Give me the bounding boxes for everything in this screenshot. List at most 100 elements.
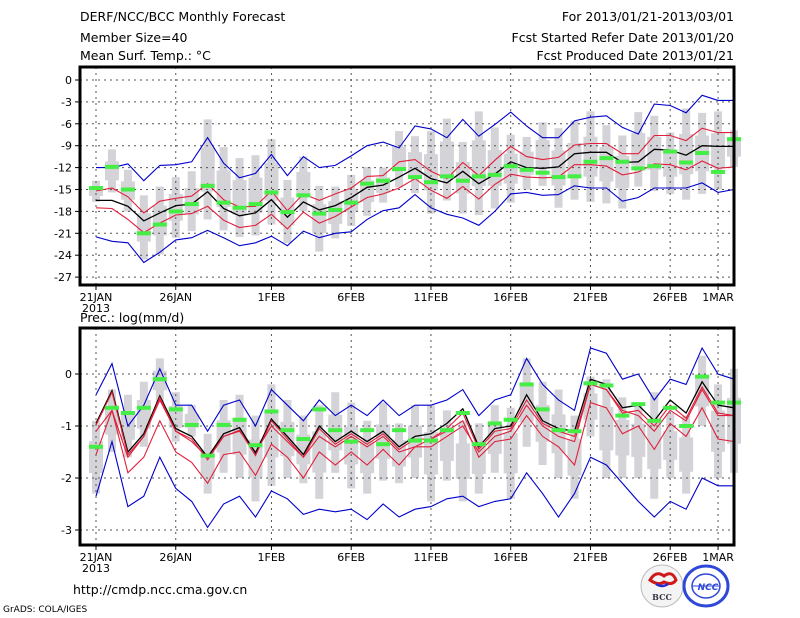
observed-marker (232, 417, 247, 422)
observed-marker (89, 444, 103, 449)
observed-marker (89, 186, 103, 191)
observed-marker (408, 438, 422, 443)
x-tick-label: 1MAR (702, 291, 734, 304)
forecast-produced-date: Fcst Produced Date 2013/01/21 (536, 48, 734, 63)
ensemble-iqr-box (104, 407, 119, 435)
observed-marker (631, 402, 646, 407)
observed-marker (423, 180, 438, 185)
x-tick-label: 16FEB (493, 291, 528, 304)
ensemble-iqr-box (551, 414, 566, 454)
series-line-lower (95, 401, 735, 485)
observed-marker (519, 167, 534, 172)
ensemble-iqr-box (567, 142, 582, 178)
ensemble-iqr-box (647, 422, 662, 469)
observed-marker (535, 407, 550, 412)
x-tick-label: 21FEB (573, 291, 608, 304)
series-line-max (95, 346, 735, 433)
observed-marker (296, 193, 311, 198)
observed-marker (120, 411, 135, 415)
observed-marker (471, 442, 486, 447)
observed-marker (328, 207, 343, 212)
observed-marker (376, 178, 391, 183)
y-tick-label: 0 (65, 368, 72, 381)
plot-frame (78, 326, 736, 547)
x-tick-label: 6FEB (337, 291, 365, 304)
ensemble-iqr-box (360, 441, 375, 474)
forecast-period: For 2013/01/21-2013/03/01 (562, 9, 734, 24)
y-tick-label: -15 (54, 184, 72, 197)
observed-marker (455, 178, 470, 183)
y-tick-label: 0 (65, 74, 72, 87)
observed-marker (647, 164, 662, 169)
observed-marker (152, 377, 167, 382)
x-tick-label: 6FEB (337, 551, 365, 564)
ensemble-iqr-box (711, 133, 726, 168)
x-tick-label: 1FEB (258, 551, 286, 564)
ensemble-iqr-box (344, 426, 359, 465)
observed-marker (679, 424, 694, 428)
temperature-panel: 0 -3 -6 -9 -12 -15 -18 -21 -24 -27 21JAN 26JAN 1FEB 6… (54, 65, 741, 315)
ensemble-iqr-box (487, 424, 502, 454)
grads-credit: GrADS: COLA/IGES (3, 605, 87, 615)
observed-marker (392, 167, 407, 172)
bcc-logo-text: BCC (652, 592, 672, 602)
ensemble-iqr-box (439, 430, 454, 461)
observed-marker (136, 231, 151, 236)
ensemble-iqr-box (184, 188, 199, 215)
observed-marker (120, 187, 135, 192)
ensemble-iqr-box (104, 161, 119, 181)
x-tick-label: 11FEB (414, 291, 449, 304)
ensemble-iqr-box (296, 434, 311, 465)
observed-marker (344, 439, 359, 444)
observed-marker (663, 405, 678, 410)
observed-marker (695, 151, 710, 155)
ensemble-iqr-box (328, 414, 343, 451)
observed-marker (503, 417, 518, 422)
observed-marker (695, 374, 710, 379)
x-tick-label: 1MAR (702, 551, 734, 564)
observed-marker (312, 407, 327, 412)
observed-marker (599, 383, 614, 388)
series-line-max (96, 94, 734, 182)
ensemble-iqr-box (232, 418, 247, 455)
source-url: http://cmdp.ncc.cma.gov.cn (73, 582, 247, 597)
observed-marker (423, 438, 438, 443)
observed-marker (439, 174, 454, 179)
observed-marker (615, 159, 630, 164)
observed-marker (232, 205, 247, 210)
ensemble-iqr-box (168, 194, 183, 221)
observed-marker (216, 422, 231, 427)
ensemble-iqr-box (328, 201, 343, 224)
observed-marker (248, 443, 263, 448)
ensemble-iqr-box (89, 441, 103, 474)
y-tick-label: -21 (54, 227, 72, 240)
ensemble-iqr-box (503, 433, 518, 474)
x-tick-label: 26FEB (653, 291, 688, 304)
ensemble-iqr-box (408, 152, 422, 178)
observed-marker (200, 183, 215, 188)
observed-marker (328, 428, 343, 433)
y-tick-label: -2 (61, 472, 72, 485)
y-tick-label: -6 (61, 118, 72, 131)
observed-marker (439, 428, 454, 433)
ensemble-iqr-box (471, 443, 486, 474)
x-tick-label: 26JAN (159, 551, 192, 564)
series-line-min (95, 439, 734, 529)
observed-marker (280, 428, 295, 433)
observed-marker (711, 400, 726, 405)
x-tick-label: 26FEB (653, 551, 688, 564)
forecast-start-date: Fcst Started Refer Date 2013/01/20 (512, 30, 735, 45)
temp-panel-title: Mean Surf. Temp.: °C (80, 48, 211, 63)
observed-marker (615, 413, 630, 418)
ncc-logo: NCC (682, 564, 730, 608)
ensemble-iqr-box (583, 136, 598, 177)
observed-marker (296, 437, 311, 441)
observed-marker (344, 200, 359, 205)
x-tick-label: 11FEB (414, 551, 449, 564)
observed-marker (152, 222, 167, 227)
observed-marker (376, 442, 391, 447)
ensemble-iqr-box (631, 132, 646, 166)
observed-marker (503, 164, 518, 169)
precip-panel-title: Prec.: log(mm/d) (80, 310, 184, 325)
ensemble-iqr-box (519, 383, 534, 423)
